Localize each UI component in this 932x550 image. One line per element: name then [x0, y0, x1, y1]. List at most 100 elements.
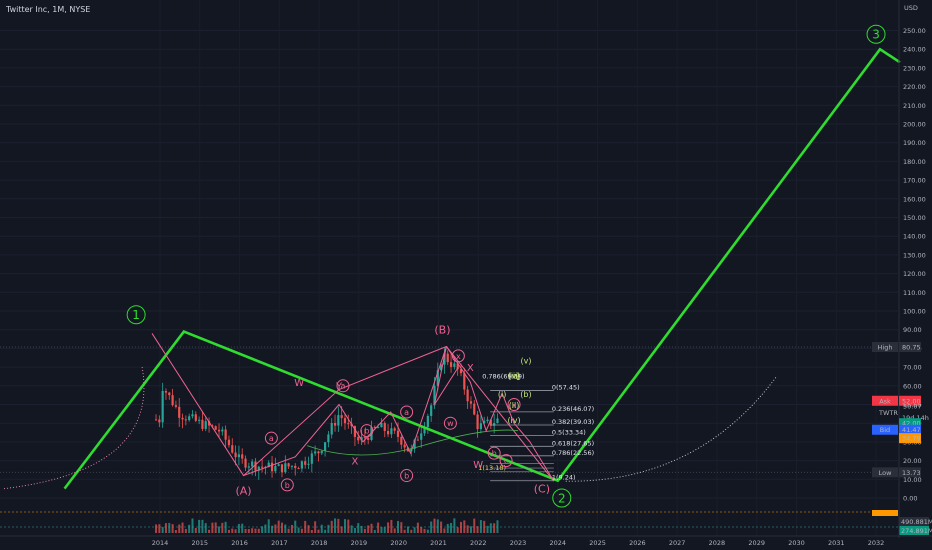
bid-tag-label-box: [872, 424, 898, 435]
candle-body: [446, 353, 449, 363]
fib-level-label: 0.786(22.56): [552, 449, 594, 457]
volume-bar: [287, 528, 290, 533]
candle-body: [161, 391, 164, 423]
volume-bar: [168, 522, 171, 533]
drawings: 0(57.45) 0.236(46.07) 0.382(39.03) 0.5(33.3…: [3, 47, 901, 490]
candle-body: [426, 415, 429, 427]
fib-upper-label: 0.786(69.39): [482, 372, 524, 380]
volume-bar: [360, 525, 363, 533]
price-tick-label: 20.00: [903, 457, 922, 465]
price-axis[interactable]: USD 250.00 240.00 230.00 220.00 210.00 200.00 1…: [872, 0, 929, 538]
red-small-label: a: [404, 408, 409, 417]
candle-body: [463, 373, 466, 390]
volume-bar: [234, 529, 237, 533]
volume-bar: [304, 520, 307, 533]
bid-tag-box: [899, 424, 921, 435]
volume-bar: [158, 524, 161, 533]
volume-bar: [430, 521, 433, 533]
high-tag-box: [899, 341, 921, 352]
candle-body: [164, 391, 168, 393]
volume-bar: [214, 522, 217, 533]
time-tick-label: 2022: [470, 539, 487, 547]
candle-body: [198, 419, 201, 421]
candle-body: [194, 414, 197, 421]
candle-body: [204, 421, 207, 429]
candle-body: [357, 436, 360, 441]
candle-body: [353, 426, 357, 437]
volume-bar: [241, 523, 244, 533]
candle-body: [214, 426, 217, 430]
green-small-label: (v): [509, 371, 520, 380]
volume-bar: [267, 519, 270, 533]
primary-wave-label-circle: [866, 24, 886, 44]
price-tick-label: 190.00: [903, 139, 926, 147]
fib-level-label: 0.382(39.03): [552, 418, 594, 426]
candle-body: [221, 429, 224, 432]
corrective-wave-line: [151, 333, 555, 482]
red-small-label: b: [404, 471, 409, 480]
orange-tag-value: 34.79: [902, 435, 921, 443]
corrective-wave-line: [446, 346, 555, 482]
candle-body: [436, 370, 439, 386]
wave-labels: 123(A)(B)(C)ababWXYabxwxbcWX(i)(ii)(iii)…: [126, 24, 886, 508]
red-small-label: X: [351, 456, 358, 467]
volume-bar: [280, 522, 283, 533]
volume-bar: [380, 527, 383, 533]
volume-bar: [347, 519, 350, 533]
candle-body: [393, 428, 396, 431]
candle-body: [257, 466, 260, 471]
grid: [0, 30, 898, 499]
candle-body: [416, 439, 420, 441]
candle-body: [300, 461, 303, 469]
volume-bar: [466, 525, 469, 533]
volume-bar: [254, 528, 257, 533]
chart-title: Twitter Inc, 1M, NYSE: [6, 5, 91, 14]
candle-body: [343, 418, 347, 424]
corrective-wave-line: [433, 346, 459, 405]
orange-tag-box: [899, 433, 921, 444]
price-tick-label: 230.00: [903, 64, 926, 72]
volume-bar: [251, 528, 254, 533]
candle-body: [386, 430, 390, 435]
candle-body: [367, 438, 370, 440]
volume-bar: [334, 518, 337, 533]
candle-body: [201, 419, 204, 429]
time-axis[interactable]: 2014 2015 2016 2017 2018 2019 2020 2021 2022 2023…: [0, 535, 932, 547]
volume-bar: [496, 520, 499, 533]
volume-bar: [161, 527, 164, 533]
fib-level-label: 1(9.24): [552, 474, 576, 482]
low-tag-label: Low: [879, 469, 892, 477]
price-tick-label: 140.00: [903, 233, 926, 241]
green-small-label: (i): [498, 390, 506, 399]
volume-tag-2: 274.891M: [901, 527, 932, 535]
volume-bar: [489, 523, 492, 533]
price-tick-label: 220.00: [903, 83, 926, 91]
volume-bar: [460, 521, 463, 533]
candle-body: [340, 415, 343, 419]
green-small-label: (ii): [509, 401, 520, 410]
red-small-label: b: [285, 481, 290, 490]
red-small-label: b: [492, 449, 497, 458]
volume-bar: [208, 529, 211, 533]
candle-body: [486, 419, 489, 421]
candle-body: [231, 445, 234, 453]
candle-body: [234, 452, 237, 458]
volume-bar: [327, 524, 330, 533]
volume-bar: [426, 529, 429, 533]
volume-bar: [469, 526, 472, 533]
candle-body: [310, 453, 313, 464]
volume-bar: [314, 521, 317, 533]
volume-bar: [178, 524, 181, 533]
volume-bar: [483, 520, 486, 533]
volume-bar: [184, 528, 187, 533]
green-small-label: (b): [520, 390, 531, 399]
volume-bar: [194, 527, 197, 533]
volume-bar: [393, 528, 396, 533]
volume-tag-1: 490.881M: [901, 518, 932, 526]
volume-bar: [373, 529, 376, 533]
candle-body: [496, 418, 499, 424]
volume-bar: [446, 523, 449, 533]
candle-body: [294, 465, 297, 469]
red-small-label-circle: [280, 478, 294, 492]
